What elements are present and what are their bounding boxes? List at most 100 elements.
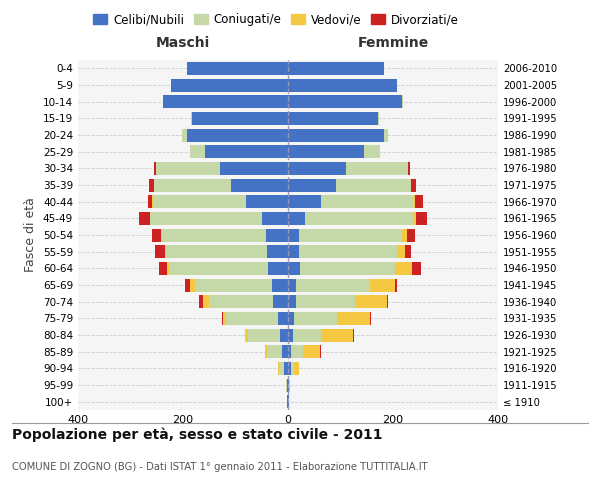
Bar [182,128,187,141]
Bar [408,162,410,175]
Bar [246,195,288,208]
Bar [288,312,295,325]
Bar [288,145,364,158]
Bar [205,145,288,158]
Bar [265,345,267,358]
Bar [291,345,303,358]
Bar [295,312,337,325]
Bar [152,195,246,208]
Bar [199,295,203,308]
Bar [293,328,320,342]
Bar [222,312,223,325]
Bar [288,278,296,291]
Text: Maschi: Maschi [156,36,210,50]
Bar [387,295,388,308]
Bar [299,245,397,258]
Bar [154,178,232,192]
Bar [278,362,284,375]
Bar [167,262,169,275]
Text: COMUNE DI ZOGNO (BG) - Dati ISTAT 1° gennaio 2011 - Elaborazione TUTTITALIA.IT: COMUNE DI ZOGNO (BG) - Dati ISTAT 1° gen… [12,462,428,472]
Bar [280,328,288,342]
Bar [267,345,282,358]
Bar [282,345,288,358]
Bar [412,178,416,192]
Bar [156,162,220,175]
Bar [384,128,388,141]
Bar [190,278,194,291]
Bar [403,228,407,241]
Bar [303,345,320,358]
Bar [185,278,190,291]
Bar [395,278,397,291]
Bar [203,295,209,308]
Bar [262,212,288,225]
Bar [268,262,288,275]
Bar [248,328,280,342]
Bar [284,362,288,375]
Bar [288,178,337,192]
Bar [220,162,288,175]
Bar [267,245,288,258]
Bar [288,362,290,375]
Bar [407,228,415,241]
Bar [395,262,412,275]
Bar [169,262,268,275]
Bar [364,145,380,158]
Bar [288,128,384,141]
Bar [149,178,154,192]
Bar [337,178,411,192]
Bar [299,262,395,275]
Bar [232,178,288,192]
Bar [288,378,289,392]
Legend: Celibi/Nubili, Coniugati/e, Vedovi/e, Divorziati/e: Celibi/Nubili, Coniugati/e, Vedovi/e, Di… [88,8,464,31]
Bar [223,312,226,325]
Bar [151,228,161,241]
Bar [272,278,288,291]
Bar [288,245,299,258]
Bar [209,295,274,308]
Bar [405,245,412,258]
Bar [288,328,293,342]
Bar [289,378,290,392]
Bar [139,212,150,225]
Bar [151,212,262,225]
Bar [288,228,299,241]
Bar [299,228,403,241]
Bar [187,62,288,75]
Bar [414,195,415,208]
Bar [415,195,423,208]
Bar [154,162,155,175]
Bar [346,162,408,175]
Bar [296,295,355,308]
Bar [187,128,288,141]
Bar [162,228,266,241]
Bar [226,312,277,325]
Bar [320,195,414,208]
Bar [320,328,353,342]
Bar [288,162,346,175]
Bar [290,362,294,375]
Bar [274,295,288,308]
Bar [155,245,164,258]
Bar [192,112,288,125]
Bar [288,62,383,75]
Bar [277,362,278,375]
Bar [337,312,370,325]
Text: Femmine: Femmine [358,36,428,50]
Y-axis label: Fasce di età: Fasce di età [25,198,37,272]
Bar [416,212,427,225]
Text: Popolazione per età, sesso e stato civile - 2011: Popolazione per età, sesso e stato civil… [12,428,383,442]
Bar [159,262,167,275]
Bar [288,295,296,308]
Bar [166,245,267,258]
Bar [288,112,379,125]
Bar [245,328,248,342]
Bar [355,295,387,308]
Bar [161,228,162,241]
Bar [288,345,291,358]
Bar [294,362,299,375]
Bar [288,95,403,108]
Bar [194,278,272,291]
Bar [370,278,395,291]
Bar [266,228,288,241]
